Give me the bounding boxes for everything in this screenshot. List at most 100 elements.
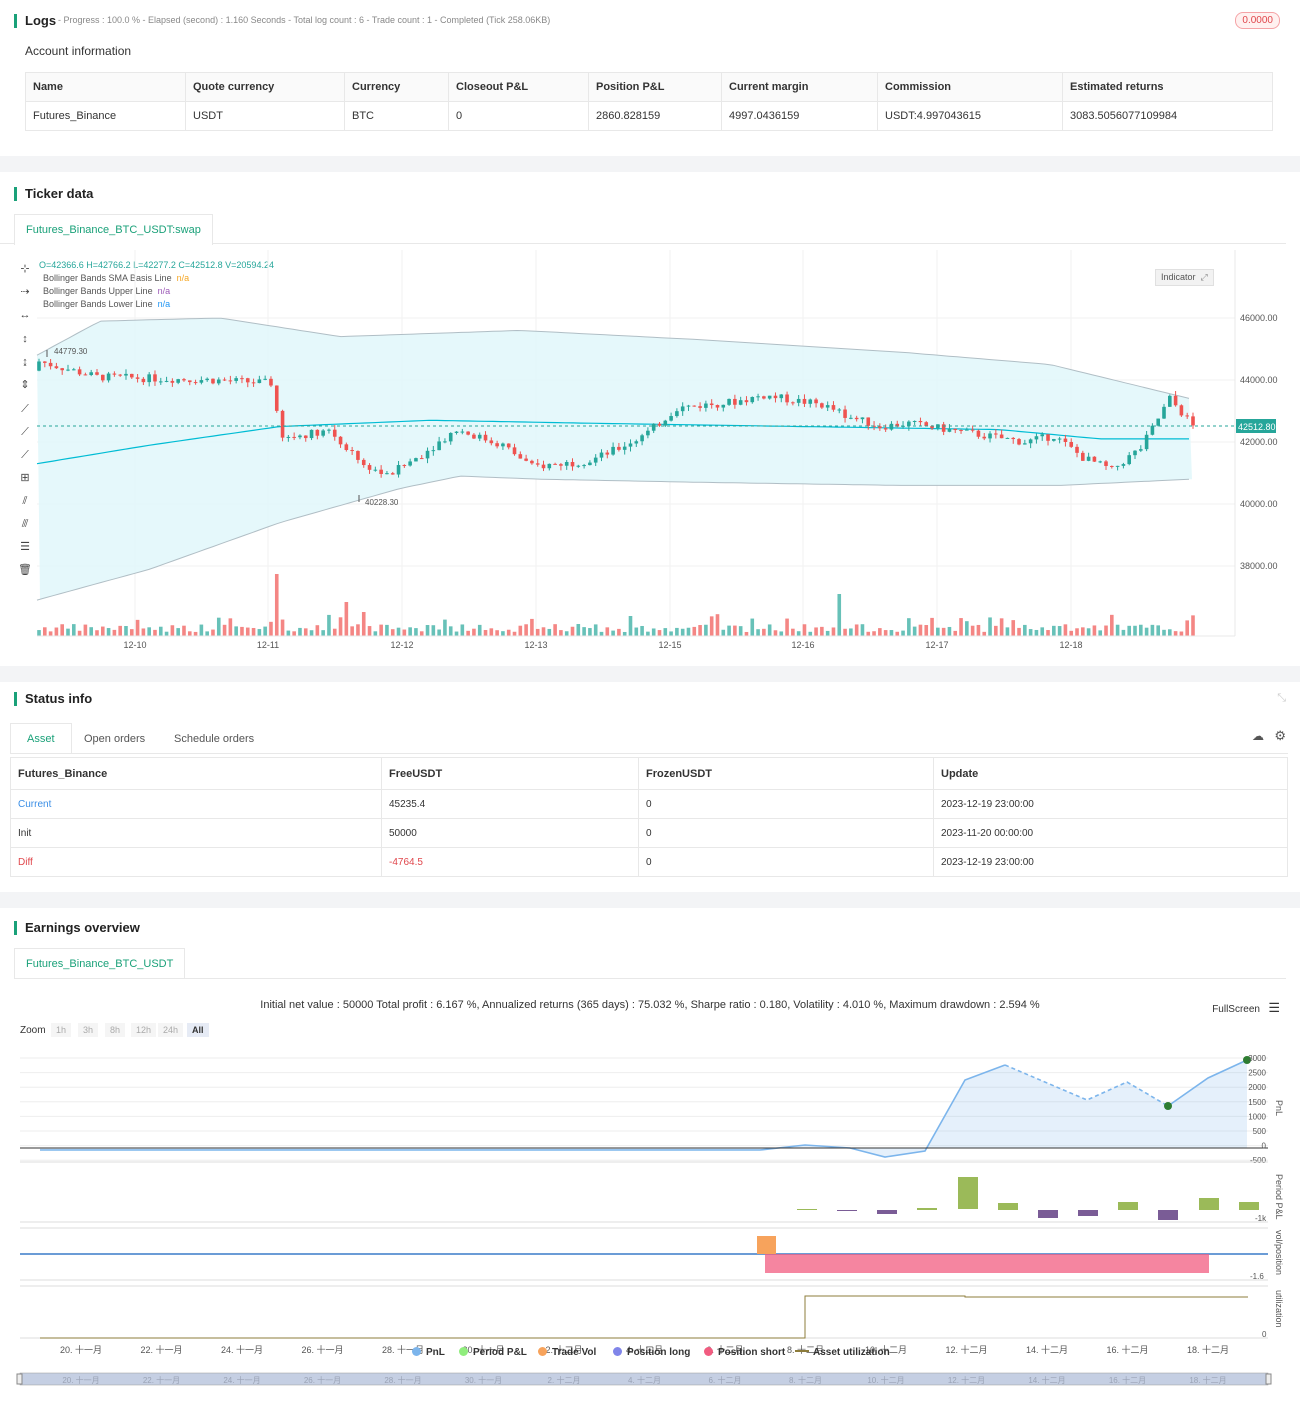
zoom-12h[interactable]: 12h bbox=[131, 1023, 157, 1037]
earnings-summary: Initial net value : 50000 Total profit :… bbox=[260, 999, 1040, 1011]
legend-period-pnl[interactable]: Period P&L bbox=[459, 1347, 527, 1358]
navigator-tick-label: 28. 十一月 bbox=[384, 1375, 421, 1385]
vertical-segment-icon[interactable]: ⇕ bbox=[20, 379, 30, 391]
volume-bar bbox=[506, 629, 511, 636]
candle-body bbox=[791, 402, 795, 404]
candle-body bbox=[158, 381, 163, 383]
period-pnl-bar bbox=[837, 1210, 857, 1211]
candle-body bbox=[95, 372, 99, 375]
vertical-line-icon[interactable]: ↕ bbox=[22, 333, 28, 345]
fib-retracement-icon[interactable]: ☰ bbox=[20, 541, 30, 553]
volume-bar bbox=[843, 628, 847, 636]
navigator-handle-right bbox=[1265, 1373, 1272, 1385]
extended-line-icon[interactable]: ⟋ bbox=[21, 449, 29, 461]
gear-icon[interactable]: ⚙ bbox=[1274, 728, 1286, 743]
candle-body bbox=[1179, 405, 1184, 416]
pnl-line bbox=[40, 1059, 1248, 1158]
date-tick-label: 12-10 bbox=[123, 640, 146, 650]
volume-bar bbox=[1121, 629, 1126, 636]
legend-position-short[interactable]: Position short bbox=[704, 1347, 785, 1358]
parallel-channel-icon[interactable]: ⫽ bbox=[22, 495, 28, 507]
volume-bar bbox=[385, 624, 389, 636]
candle-body bbox=[721, 404, 726, 408]
account-header-row: Name Quote currency Currency Closeout P&… bbox=[25, 72, 1273, 102]
horizontal-line-icon[interactable]: ↔ bbox=[19, 309, 31, 321]
trend-line-icon[interactable]: ⟋ bbox=[21, 403, 29, 415]
date-tick-label: 16. 十二月 bbox=[1106, 1344, 1148, 1355]
volume-bar bbox=[443, 619, 447, 636]
candle-body bbox=[593, 457, 598, 463]
volume-bar bbox=[930, 617, 934, 636]
volume-bar bbox=[634, 627, 639, 636]
trash-icon[interactable]: 🗑 bbox=[18, 564, 32, 576]
volume-bar bbox=[762, 628, 766, 636]
candle-body bbox=[118, 374, 122, 376]
volume-bar bbox=[709, 616, 714, 636]
volume-bar bbox=[576, 624, 581, 636]
candle-body bbox=[1162, 406, 1166, 419]
legend-basis: Bollinger Bands SMA Basis Line n/a bbox=[43, 273, 190, 283]
crosshair-icon[interactable]: ⊹ bbox=[20, 263, 30, 275]
fullscreen-button[interactable]: FullScreen ☰ bbox=[1212, 1000, 1280, 1015]
price-range-icon[interactable]: ⊞ bbox=[20, 472, 30, 484]
volume-bar bbox=[501, 631, 505, 636]
ray-line-icon[interactable]: ⟋ bbox=[21, 426, 29, 438]
volume-bar bbox=[802, 624, 807, 636]
candle-body bbox=[524, 458, 528, 461]
cloud-download-icon[interactable]: ☁ bbox=[1252, 729, 1264, 743]
volume-bar bbox=[1057, 626, 1062, 636]
volume-bar bbox=[1139, 624, 1143, 636]
tab-earnings-symbol[interactable]: Futures_Binance_BTC_USDT bbox=[14, 948, 186, 979]
pitchfork-icon[interactable]: ⫻ bbox=[21, 518, 29, 530]
candle-body bbox=[727, 398, 731, 405]
volume-bar bbox=[60, 624, 64, 636]
tab-open-orders[interactable]: Open orders bbox=[72, 723, 158, 754]
indicator-button[interactable]: Indicator ⤢ bbox=[1155, 269, 1214, 286]
candle-body bbox=[147, 374, 151, 383]
volume-bar bbox=[593, 624, 598, 636]
candle-body bbox=[912, 420, 917, 422]
table-cell: BTC bbox=[344, 101, 449, 131]
candle-body bbox=[744, 400, 749, 403]
candle-body bbox=[280, 410, 285, 438]
price-tick-label: 40000.00 bbox=[1240, 499, 1278, 509]
ticker-chart[interactable]: 46000.00 44000.00 42000.00 40000.00 38000.00… bbox=[0, 240, 1300, 660]
zoom-1h[interactable]: 1h bbox=[51, 1023, 72, 1037]
horizontal-ray-icon[interactable]: ⇢ bbox=[20, 286, 30, 298]
vertical-ray-icon[interactable]: ↨ bbox=[22, 356, 28, 368]
close-icon[interactable]: ⤡ bbox=[1277, 692, 1286, 704]
candle-body bbox=[182, 379, 186, 381]
candle-body bbox=[657, 423, 662, 426]
tab-ticker-symbol[interactable]: Futures_Binance_BTC_USDT:swap bbox=[14, 214, 213, 245]
zoom-3h[interactable]: 3h bbox=[78, 1023, 99, 1037]
tab-schedule-orders[interactable]: Schedule orders bbox=[162, 723, 267, 754]
bollinger-basis-line bbox=[36, 419, 1189, 465]
legend-position-long[interactable]: Position long bbox=[613, 1347, 690, 1358]
candle-body bbox=[1040, 434, 1045, 437]
zoom-8h[interactable]: 8h bbox=[105, 1023, 126, 1037]
candle-body bbox=[553, 463, 557, 465]
volume-bar bbox=[582, 627, 586, 636]
candle-body bbox=[918, 420, 923, 423]
candle-body bbox=[77, 369, 82, 375]
zoom-24h[interactable]: 24h bbox=[158, 1023, 184, 1037]
candle-body bbox=[1185, 415, 1190, 417]
candle-body bbox=[825, 405, 830, 408]
legend-trade-vol[interactable]: Trade Vol bbox=[538, 1347, 596, 1358]
zoom-all[interactable]: All bbox=[187, 1023, 209, 1037]
legend-asset-utilization[interactable]: Asset utilization bbox=[795, 1347, 890, 1358]
candle-body bbox=[257, 379, 262, 384]
tab-asset[interactable]: Asset bbox=[10, 723, 72, 754]
candle-body bbox=[588, 462, 592, 466]
zoom-label: Zoom bbox=[20, 1025, 46, 1036]
candle-body bbox=[512, 447, 517, 455]
navigator-tick-label: 14. 十二月 bbox=[1028, 1375, 1065, 1385]
legend-pnl[interactable]: PnL bbox=[412, 1347, 445, 1358]
volume-bar bbox=[71, 624, 76, 636]
earnings-chart[interactable]: 3000 2500 2000 1500 1000 500 0 -500 PnL Period … bbox=[0, 1040, 1300, 1409]
volume-bar bbox=[1040, 627, 1045, 636]
navigator-tick-label: 12. 十二月 bbox=[948, 1375, 985, 1385]
volume-bar bbox=[1168, 629, 1172, 636]
candle-body bbox=[796, 398, 801, 403]
col-header: FrozenUSDT bbox=[638, 757, 934, 790]
